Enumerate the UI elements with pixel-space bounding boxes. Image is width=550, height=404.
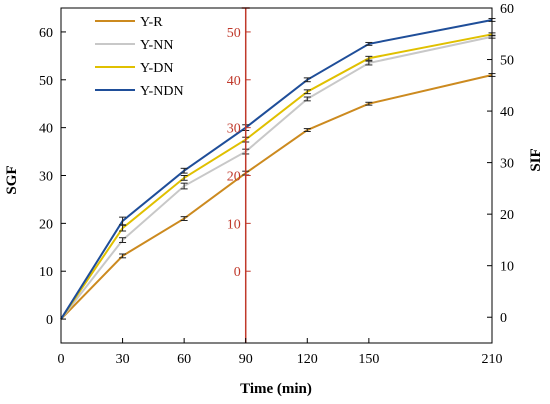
middle-axis-tick-label: 30 (227, 122, 241, 137)
error-bar (119, 216, 127, 226)
right-tick-label: 50 (500, 54, 514, 69)
right-tick-label: 10 (500, 260, 514, 275)
right-tick-label: 60 (500, 2, 514, 17)
legend-entry-y-ndn: Y-NDN (95, 84, 184, 99)
x-tick-label: 60 (177, 352, 191, 367)
legend-entry-y-nn: Y-NN (95, 38, 173, 53)
x-tick-label: 0 (58, 352, 65, 367)
x-axis-title: Time (min) (240, 381, 312, 397)
plot-border (60, 7, 493, 344)
x-tick-label: 120 (297, 352, 318, 367)
legend-entry-y-dn: Y-DN (95, 61, 173, 76)
left-tick-label: 30 (39, 170, 53, 185)
error-bar (119, 253, 127, 259)
error-bar (180, 182, 188, 190)
left-tick-label: 20 (39, 217, 53, 232)
legend-label: Y-DN (140, 61, 173, 76)
x-tick-label: 30 (116, 352, 130, 367)
error-bar (180, 216, 188, 221)
x-tick-label: 90 (239, 352, 253, 367)
error-bar (365, 60, 373, 66)
middle-axis-tick-label: 20 (227, 170, 241, 185)
middle-axis-tick-label: 0 (234, 265, 241, 280)
x-tick-label: 210 (482, 352, 503, 367)
right-tick-label: 30 (500, 157, 514, 172)
legend-label: Y-R (140, 15, 163, 30)
right-tick-label: 0 (500, 311, 507, 326)
right-tick-label: 20 (500, 208, 514, 223)
middle-axis: 0 10 20 30 40 50 (227, 7, 251, 343)
series-line-y-dn (60, 33, 493, 320)
left-tick-label: 50 (39, 74, 53, 89)
error-bar (365, 55, 373, 61)
series-line-y-ndn (60, 18, 493, 320)
error-bar (303, 96, 311, 102)
error-bar (303, 128, 311, 132)
middle-axis-tick-label: 50 (227, 26, 241, 41)
right-axis-title: SIF (528, 148, 544, 171)
error-bar (180, 167, 188, 174)
left-tick-label: 40 (39, 122, 53, 137)
left-tick-label: 0 (46, 313, 53, 328)
middle-axis-tick-label: 40 (227, 74, 241, 89)
ticks: 0 30 60 90 120 150 210 0 10 20 30 40 50 60 0 10 20 30 40 50… (39, 2, 514, 367)
left-tick-label: 10 (39, 265, 53, 280)
error-bar (365, 101, 373, 106)
error-bar (365, 41, 373, 46)
legend-label: Y-NN (140, 38, 173, 53)
left-axis-title: SGF (4, 165, 20, 194)
error-bar (303, 77, 311, 83)
series-line-y-nn (60, 35, 493, 320)
x-tick-label: 150 (358, 352, 379, 367)
legend-label: Y-NDN (140, 84, 184, 99)
plot-lines (60, 18, 496, 320)
error-bar (119, 237, 127, 243)
right-tick-label: 40 (500, 105, 514, 120)
error-bar (180, 175, 188, 181)
left-tick-label: 60 (39, 26, 53, 41)
plot-frame (60, 7, 493, 344)
legend: Y-R Y-NN Y-DN Y-NDN (95, 15, 184, 99)
series-line-y-r (60, 74, 493, 320)
legend-entry-y-r: Y-R (95, 15, 163, 30)
error-bar (303, 89, 311, 95)
middle-axis-tick-label: 10 (227, 217, 241, 232)
